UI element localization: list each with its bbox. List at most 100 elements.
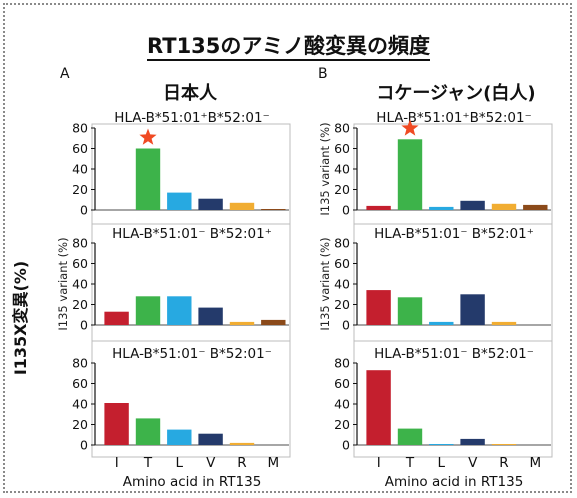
y-tick-label: 0 [342,438,350,453]
bar-T [397,139,423,210]
y-tick-label: 40 [72,162,88,177]
bar-M [261,319,286,325]
y-tick-label: 0 [342,318,350,333]
bar-I [366,370,391,445]
x-category-label: V [206,455,216,471]
column-frame-a [91,123,291,458]
bar-V [460,294,485,326]
bar-R [229,442,255,445]
bar-L [429,444,454,445]
y-tick-label: 60 [72,376,88,391]
y-tick-label: 0 [80,318,88,333]
panel-group: HLA-B*51:01⁺B*52:01⁻020406080HLA-B*51:01… [56,110,553,490]
column-b-heading: コケージャン(白人) [376,82,535,104]
chart-panel-b-3: HLA-B*51:01⁻ B*52:01⁻ 0 20 40 60 80 I T L V R M Amin… [334,346,551,490]
panel-title: HLA-B*51:01⁺B*52:01⁻ [114,110,269,126]
bar-V [198,307,223,325]
panel-title: HLA-B*51:01⁻ B*52:01⁺ [374,226,534,242]
y-tick-label: 40 [334,162,350,177]
y-tick-label: 20 [334,417,350,432]
panel-title: HLA-B*51:01⁻ B*52:01⁻ [374,346,534,362]
bar-T [397,297,423,325]
y-tick-label: 60 [72,256,88,271]
y-tick-label: 20 [72,417,88,432]
column-a-heading: 日本人 [163,82,218,104]
x-category-label: M [267,455,279,471]
chart-panel-a-2: HLA-B*51:01⁻ B*52:01⁺ 0 20 40 60 80 [72,226,289,333]
y-axis-title-right-top: I135 variant (%) [318,122,332,215]
bar-V [460,200,485,210]
bar-V [460,438,485,445]
y-tick-label: 80 [334,236,350,251]
bar-V [198,433,223,445]
y-tick-label: 0 [80,203,88,218]
x-category-label: V [468,455,478,471]
y-tick-label: 60 [72,141,88,156]
star-icon [401,119,419,136]
figure-title-wrap: RT135のアミノ酸変異の頻度 [0,30,577,61]
bar-L [429,206,454,210]
bar-R [229,321,255,325]
y-tick-label: 20 [72,297,88,312]
bar-L [167,192,192,210]
x-category-label: M [529,455,541,471]
column-a-letter: A [60,66,70,82]
x-category-label: T [405,455,415,471]
column-frame-b [353,123,553,458]
y-tick-label: 60 [334,141,350,156]
y-tick-label: 40 [72,397,88,412]
chart-panel-a-1: HLA-B*51:01⁺B*52:01⁻ 0 20 40 60 80 [72,110,289,218]
y-axis-title-left: I135 variant (%) [56,237,70,330]
y-tick-label: 60 [334,376,350,391]
bar-R [491,444,517,445]
y-tick-label: 40 [334,277,350,292]
y-tick-label: 80 [334,356,350,371]
column-b-letter: B [318,66,328,82]
bar-L [429,321,454,325]
x-category-label: R [237,455,246,471]
bar-T [135,148,161,210]
y-tick-label: 80 [72,236,88,251]
bar-R [491,203,517,210]
panel-title: HLA-B*51:01⁻ B*52:01⁻ [112,346,272,362]
bar-T [135,296,161,325]
bar-I [104,403,129,445]
figure-title: RT135のアミノ酸変異の頻度 [147,34,430,61]
x-category-label: T [143,455,153,471]
y-tick-label: 20 [72,182,88,197]
y-tick-label: 40 [334,397,350,412]
bar-R [229,202,255,210]
y-tick-label: 80 [72,121,88,136]
bar-M [261,209,286,210]
panel-title: HLA-B*51:01⁺B*52:01⁻ [376,110,531,126]
x-category-label: I [377,455,381,471]
y-tick-label: 0 [80,438,88,453]
y-tick-label: 60 [334,256,350,271]
x-category-label: L [176,455,184,471]
y-tick-label: 20 [334,182,350,197]
x-category-label: I [115,455,119,471]
bar-M [523,204,548,210]
x-axis-title: Amino acid in RT135 [123,474,262,490]
figure-frame [3,3,572,493]
bar-T [135,418,161,445]
x-category-label: R [499,455,508,471]
y-tick-label: 0 [342,203,350,218]
x-axis-title: Amino acid in RT135 [385,474,524,490]
bar-L [167,429,192,445]
y-tick-label: 80 [72,356,88,371]
bar-T [397,428,423,445]
y-tick-label: 40 [72,277,88,292]
chart-panel-b-1: HLA-B*51:01⁺B*52:01⁻ 0 20 40 60 80 [334,110,551,218]
bar-V [198,198,223,210]
bar-I [366,205,391,210]
bar-R [491,321,517,325]
y-tick-label: 20 [334,297,350,312]
panel-title: HLA-B*51:01⁻ B*52:01⁺ [112,226,272,242]
x-category-label: L [438,455,446,471]
big-y-axis-label: I135X変異(%) [11,261,30,375]
y-axis-title: I135 variant (%) [318,237,332,330]
chart-panel-a-3: HLA-B*51:01⁻ B*52:01⁻ 0 20 40 60 80 I T L V R M Amin… [72,346,289,490]
star-icon [139,128,157,145]
